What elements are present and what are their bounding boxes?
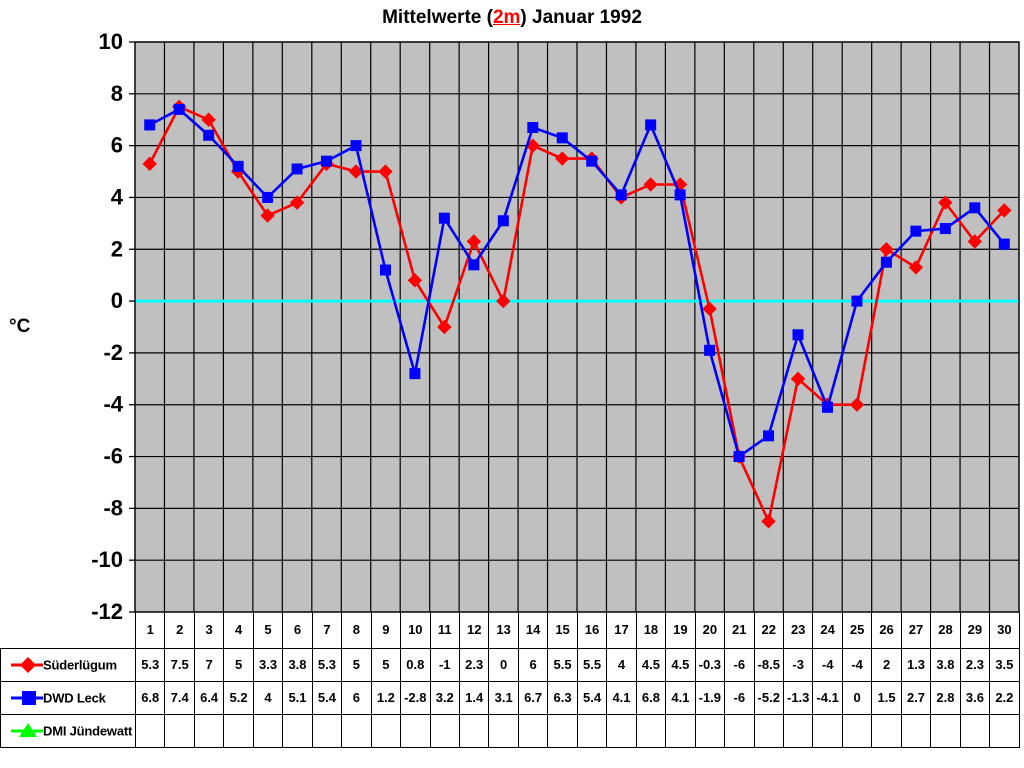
svg-text:-10: -10 xyxy=(91,547,123,572)
svg-text:10: 10 xyxy=(99,29,123,54)
svg-text:2: 2 xyxy=(111,236,123,261)
svg-text:-4: -4 xyxy=(103,392,123,417)
svg-text:4: 4 xyxy=(111,184,124,209)
svg-text:°C: °C xyxy=(9,316,31,337)
svg-text:0: 0 xyxy=(111,288,123,313)
svg-text:8: 8 xyxy=(111,81,123,106)
svg-text:-8: -8 xyxy=(103,495,123,520)
svg-text:6: 6 xyxy=(111,133,123,158)
svg-text:-6: -6 xyxy=(103,444,123,469)
svg-text:-2: -2 xyxy=(103,340,123,365)
